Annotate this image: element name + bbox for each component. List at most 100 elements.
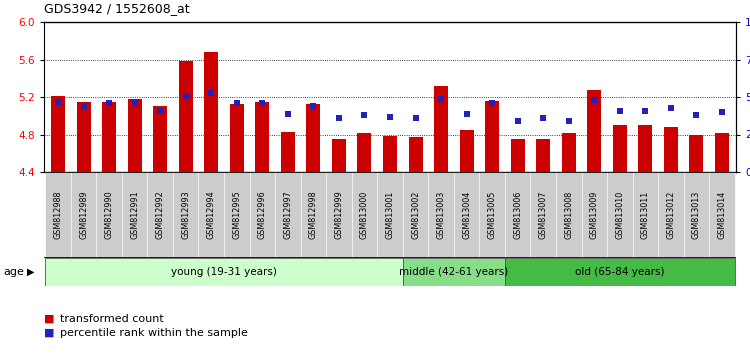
Text: ■: ■	[44, 314, 55, 324]
Bar	[250, 172, 275, 258]
Bar	[505, 258, 735, 286]
Text: GSM813005: GSM813005	[488, 191, 496, 239]
Bar	[632, 172, 658, 258]
Bar	[511, 139, 525, 172]
Point	[180, 93, 192, 98]
Text: GSM813000: GSM813000	[360, 191, 369, 239]
Bar	[76, 102, 91, 172]
Point	[562, 118, 574, 124]
Bar	[377, 172, 403, 258]
Point	[77, 103, 89, 109]
Bar	[352, 172, 377, 258]
Point	[537, 115, 549, 121]
Point	[308, 103, 320, 109]
Point	[486, 100, 498, 106]
Text: GSM812993: GSM812993	[182, 191, 190, 239]
Bar	[301, 172, 326, 258]
Bar	[479, 172, 505, 258]
Text: GSM813009: GSM813009	[590, 191, 598, 239]
Text: GSM812990: GSM812990	[104, 191, 113, 239]
Bar	[199, 172, 224, 258]
Point	[410, 115, 422, 121]
Point	[716, 109, 728, 115]
Bar	[587, 90, 602, 172]
Point	[129, 100, 141, 106]
Text: GDS3942 / 1552608_at: GDS3942 / 1552608_at	[44, 2, 190, 15]
Bar	[530, 172, 556, 258]
Bar	[638, 125, 652, 172]
Text: GSM812989: GSM812989	[79, 191, 88, 239]
Bar	[102, 102, 116, 172]
Bar	[255, 102, 269, 172]
Text: GSM812992: GSM812992	[156, 190, 165, 239]
Bar	[715, 133, 729, 172]
Text: GSM813007: GSM813007	[538, 191, 548, 239]
Bar	[204, 52, 218, 172]
Text: young (19-31 years): young (19-31 years)	[171, 267, 277, 277]
Text: GSM813001: GSM813001	[386, 191, 394, 239]
Point	[231, 100, 243, 106]
Text: ▶: ▶	[27, 267, 34, 277]
Bar	[428, 172, 454, 258]
Bar	[51, 96, 65, 172]
Bar	[45, 258, 403, 286]
Text: transformed count: transformed count	[61, 314, 164, 324]
Bar	[556, 172, 581, 258]
Text: GSM813014: GSM813014	[718, 191, 727, 239]
Point	[206, 90, 218, 95]
Bar	[689, 136, 703, 172]
Text: GSM813008: GSM813008	[564, 191, 573, 239]
Bar	[562, 133, 576, 172]
Text: GSM812998: GSM812998	[309, 191, 318, 239]
Bar	[153, 106, 167, 172]
Bar	[45, 172, 70, 258]
Bar	[710, 172, 735, 258]
Bar	[658, 172, 684, 258]
Point	[256, 100, 268, 106]
Text: GSM812996: GSM812996	[258, 191, 267, 239]
Bar	[454, 172, 479, 258]
Bar	[613, 125, 627, 172]
Text: old (65-84 years): old (65-84 years)	[575, 267, 664, 277]
Bar	[664, 127, 678, 172]
Bar	[607, 172, 632, 258]
Point	[691, 112, 703, 118]
Text: GSM812995: GSM812995	[232, 190, 242, 239]
Point	[435, 96, 447, 101]
Text: GSM812999: GSM812999	[334, 190, 344, 239]
Text: GSM813012: GSM813012	[667, 191, 676, 239]
Text: GSM813004: GSM813004	[462, 191, 471, 239]
Text: GSM813006: GSM813006	[513, 191, 522, 239]
Text: GSM813002: GSM813002	[411, 191, 420, 239]
Bar	[434, 86, 448, 172]
Point	[154, 108, 166, 113]
Bar	[224, 172, 250, 258]
Bar	[403, 172, 428, 258]
Bar	[178, 61, 193, 172]
Bar	[70, 172, 96, 258]
Point	[512, 118, 524, 124]
Bar	[173, 172, 199, 258]
Bar	[684, 172, 709, 258]
Point	[358, 112, 370, 118]
Point	[588, 97, 600, 103]
Text: percentile rank within the sample: percentile rank within the sample	[61, 328, 248, 338]
Point	[103, 100, 115, 106]
Point	[384, 114, 396, 119]
Bar	[460, 130, 474, 172]
Point	[282, 111, 294, 116]
Point	[614, 108, 626, 113]
Bar	[383, 136, 397, 172]
Point	[333, 115, 345, 121]
Text: GSM813010: GSM813010	[615, 191, 624, 239]
Bar	[485, 101, 500, 172]
Text: GSM812994: GSM812994	[207, 191, 216, 239]
Bar	[122, 172, 148, 258]
Text: ■: ■	[44, 328, 55, 338]
Bar	[128, 99, 142, 172]
Bar	[306, 104, 320, 172]
Text: GSM813003: GSM813003	[436, 191, 445, 239]
Text: GSM813011: GSM813011	[640, 191, 650, 239]
Bar	[409, 137, 422, 172]
Bar	[275, 172, 301, 258]
